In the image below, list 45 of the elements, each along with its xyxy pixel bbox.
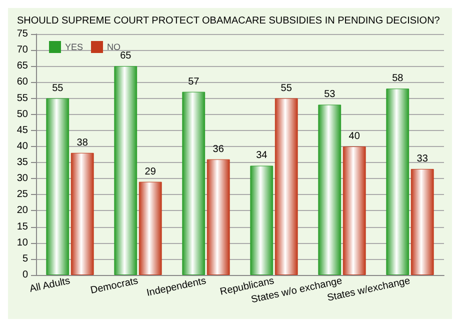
y-tick-label: 70	[16, 44, 28, 56]
bar	[182, 92, 206, 275]
bar	[386, 88, 410, 275]
bar	[410, 168, 434, 275]
bar	[114, 66, 138, 275]
bar	[138, 182, 162, 275]
y-tick-label: 20	[16, 205, 28, 216]
legend-label: NO	[107, 42, 121, 52]
bar	[342, 146, 366, 275]
legend-label: YES	[65, 42, 84, 52]
y-tick-label: 35	[16, 157, 28, 168]
bar	[318, 104, 342, 275]
y-tick-label: 15	[16, 221, 28, 232]
bar	[46, 98, 70, 275]
data-label: 29	[144, 166, 156, 178]
data-label: 55	[52, 82, 64, 94]
bar	[274, 98, 298, 275]
bar	[206, 159, 230, 275]
y-tick-label: 25	[16, 189, 28, 200]
y-tick-label: 10	[16, 237, 28, 248]
data-label: 34	[256, 150, 268, 162]
bar	[250, 166, 274, 275]
x-tick-label: Democrats	[90, 276, 140, 296]
y-tick-label: 55	[16, 92, 28, 104]
data-label: 38	[76, 137, 88, 148]
y-tick-label: 65	[16, 60, 28, 72]
data-label: 58	[392, 73, 404, 84]
chart-title: SHOULD SUPREME COURT PROTECT OBAMACARE SUBSIDIES IN PENDING DECISION?	[17, 16, 440, 26]
y-tick-label: 75	[16, 28, 28, 40]
y-tick-label: 45	[16, 124, 28, 136]
y-tick-label: 30	[16, 173, 28, 184]
bar	[70, 152, 94, 275]
y-tick-label: 40	[16, 140, 28, 152]
x-tick-label: All Adults	[28, 276, 72, 295]
data-label: 53	[324, 89, 336, 100]
data-label: 55	[280, 82, 292, 94]
y-tick-label: 60	[16, 76, 28, 88]
data-label: 57	[188, 76, 200, 88]
data-label: 40	[348, 130, 360, 142]
data-label: 65	[120, 50, 132, 62]
y-tick-label: 50	[16, 108, 28, 120]
data-label: 36	[212, 144, 224, 155]
y-tick-label: 5	[22, 253, 28, 264]
data-label: 33	[416, 153, 428, 164]
y-tick-label: 0	[22, 270, 28, 280]
